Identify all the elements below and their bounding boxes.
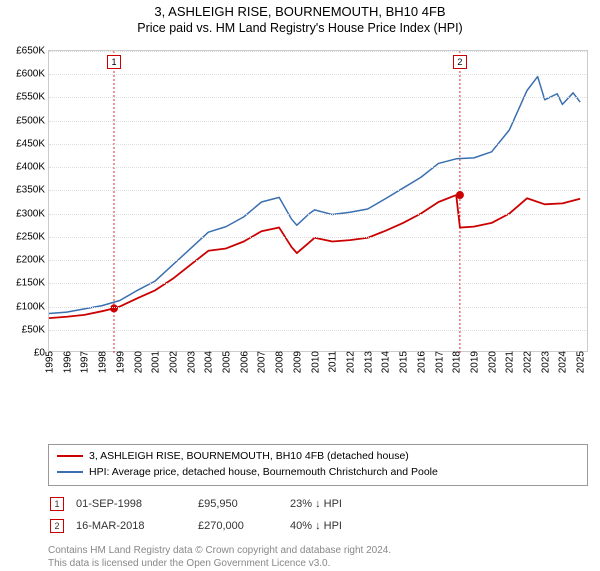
- transaction-date: 01-SEP-1998: [76, 494, 196, 514]
- transaction-price: £270,000: [198, 516, 288, 536]
- transaction-diff: 23% ↓ HPI: [290, 494, 352, 514]
- gridline: [49, 214, 587, 215]
- x-axis-label: 2012: [343, 351, 356, 373]
- x-axis-label: 2017: [432, 351, 445, 373]
- series-hpi: [49, 77, 580, 314]
- y-axis-label: £350K: [16, 185, 49, 196]
- plot-svg: [49, 51, 589, 353]
- chart-title: 3, ASHLEIGH RISE, BOURNEMOUTH, BH10 4FB: [0, 4, 600, 19]
- y-axis-label: £250K: [16, 231, 49, 242]
- chart-header: 3, ASHLEIGH RISE, BOURNEMOUTH, BH10 4FB …: [0, 0, 600, 35]
- gridline: [49, 307, 587, 308]
- gridline: [49, 74, 587, 75]
- x-axis-label: 2010: [308, 351, 321, 373]
- legend-label: 3, ASHLEIGH RISE, BOURNEMOUTH, BH10 4FB …: [89, 450, 409, 462]
- gridline: [49, 260, 587, 261]
- x-axis-label: 2011: [326, 351, 339, 373]
- x-axis-label: 2024: [556, 351, 569, 373]
- gridline: [49, 97, 587, 98]
- transaction-marker: 2: [50, 519, 64, 533]
- sale-marker-label: 2: [453, 55, 467, 69]
- legend-item: 3, ASHLEIGH RISE, BOURNEMOUTH, BH10 4FB …: [57, 449, 579, 465]
- footer-line-1: Contains HM Land Registry data © Crown c…: [48, 544, 588, 558]
- gridline: [49, 121, 587, 122]
- transaction-date: 16-MAR-2018: [76, 516, 196, 536]
- footer-note: Contains HM Land Registry data © Crown c…: [48, 538, 588, 571]
- x-axis-label: 2018: [450, 351, 463, 373]
- x-axis-label: 2016: [414, 351, 427, 373]
- x-axis-label: 2006: [237, 351, 250, 373]
- y-axis-label: £500K: [16, 115, 49, 126]
- y-axis-label: £50K: [22, 324, 49, 335]
- y-axis-label: £400K: [16, 162, 49, 173]
- gridline: [49, 283, 587, 284]
- transaction-price: £95,950: [198, 494, 288, 514]
- legend-swatch: [57, 455, 83, 457]
- y-axis-label: £450K: [16, 138, 49, 149]
- x-axis-label: 2007: [255, 351, 268, 373]
- x-axis-label: 2014: [379, 351, 392, 373]
- transaction-diff: 40% ↓ HPI: [290, 516, 352, 536]
- x-axis-label: 2000: [131, 351, 144, 373]
- x-axis-label: 2009: [290, 351, 303, 373]
- x-axis-label: 2015: [397, 351, 410, 373]
- below-chart-section: 3, ASHLEIGH RISE, BOURNEMOUTH, BH10 4FB …: [48, 444, 588, 571]
- plot-area: £0£50K£100K£150K£200K£250K£300K£350K£400…: [48, 50, 588, 352]
- transaction-marker: 1: [50, 497, 64, 511]
- y-axis-label: £150K: [16, 278, 49, 289]
- x-axis-label: 1997: [78, 351, 91, 373]
- y-axis-label: £200K: [16, 255, 49, 266]
- legend: 3, ASHLEIGH RISE, BOURNEMOUTH, BH10 4FB …: [48, 444, 588, 486]
- x-axis-label: 2023: [538, 351, 551, 373]
- gridline: [49, 144, 587, 145]
- footer-line-2: This data is licensed under the Open Gov…: [48, 557, 588, 571]
- y-axis-label: £550K: [16, 92, 49, 103]
- x-axis-label: 1998: [96, 351, 109, 373]
- x-axis-label: 2001: [149, 351, 162, 373]
- legend-item: HPI: Average price, detached house, Bour…: [57, 465, 579, 481]
- sale-marker-label: 1: [107, 55, 121, 69]
- x-axis-label: 2022: [521, 351, 534, 373]
- gridline: [49, 237, 587, 238]
- x-axis-label: 2025: [574, 351, 587, 373]
- chart-subtitle: Price paid vs. HM Land Registry's House …: [0, 21, 600, 35]
- y-axis-label: £300K: [16, 208, 49, 219]
- x-axis-label: 2004: [202, 351, 215, 373]
- x-axis-label: 2002: [166, 351, 179, 373]
- transaction-row: 2 16-MAR-2018£270,00040% ↓ HPI: [50, 516, 352, 536]
- x-axis-label: 1996: [60, 351, 73, 373]
- x-axis-label: 2003: [184, 351, 197, 373]
- transactions-table: 1 01-SEP-1998£95,95023% ↓ HPI 2 16-MAR-2018…: [48, 492, 354, 538]
- y-axis-label: £600K: [16, 69, 49, 80]
- gridline: [49, 190, 587, 191]
- chart-container: £0£50K£100K£150K£200K£250K£300K£350K£400…: [0, 44, 600, 404]
- x-axis-label: 2013: [361, 351, 374, 373]
- x-axis-label: 2019: [467, 351, 480, 373]
- transaction-row: 1 01-SEP-1998£95,95023% ↓ HPI: [50, 494, 352, 514]
- gridline: [49, 51, 587, 52]
- y-axis-label: £100K: [16, 301, 49, 312]
- gridline: [49, 167, 587, 168]
- x-axis-label: 2005: [220, 351, 233, 373]
- x-axis-label: 2021: [503, 351, 516, 373]
- x-axis-label: 2008: [273, 351, 286, 373]
- y-axis-label: £650K: [16, 46, 49, 57]
- x-axis-label: 2020: [485, 351, 498, 373]
- legend-label: HPI: Average price, detached house, Bour…: [89, 466, 438, 478]
- x-axis-label: 1995: [43, 351, 56, 373]
- gridline: [49, 330, 587, 331]
- legend-swatch: [57, 471, 83, 473]
- x-axis-label: 1999: [113, 351, 126, 373]
